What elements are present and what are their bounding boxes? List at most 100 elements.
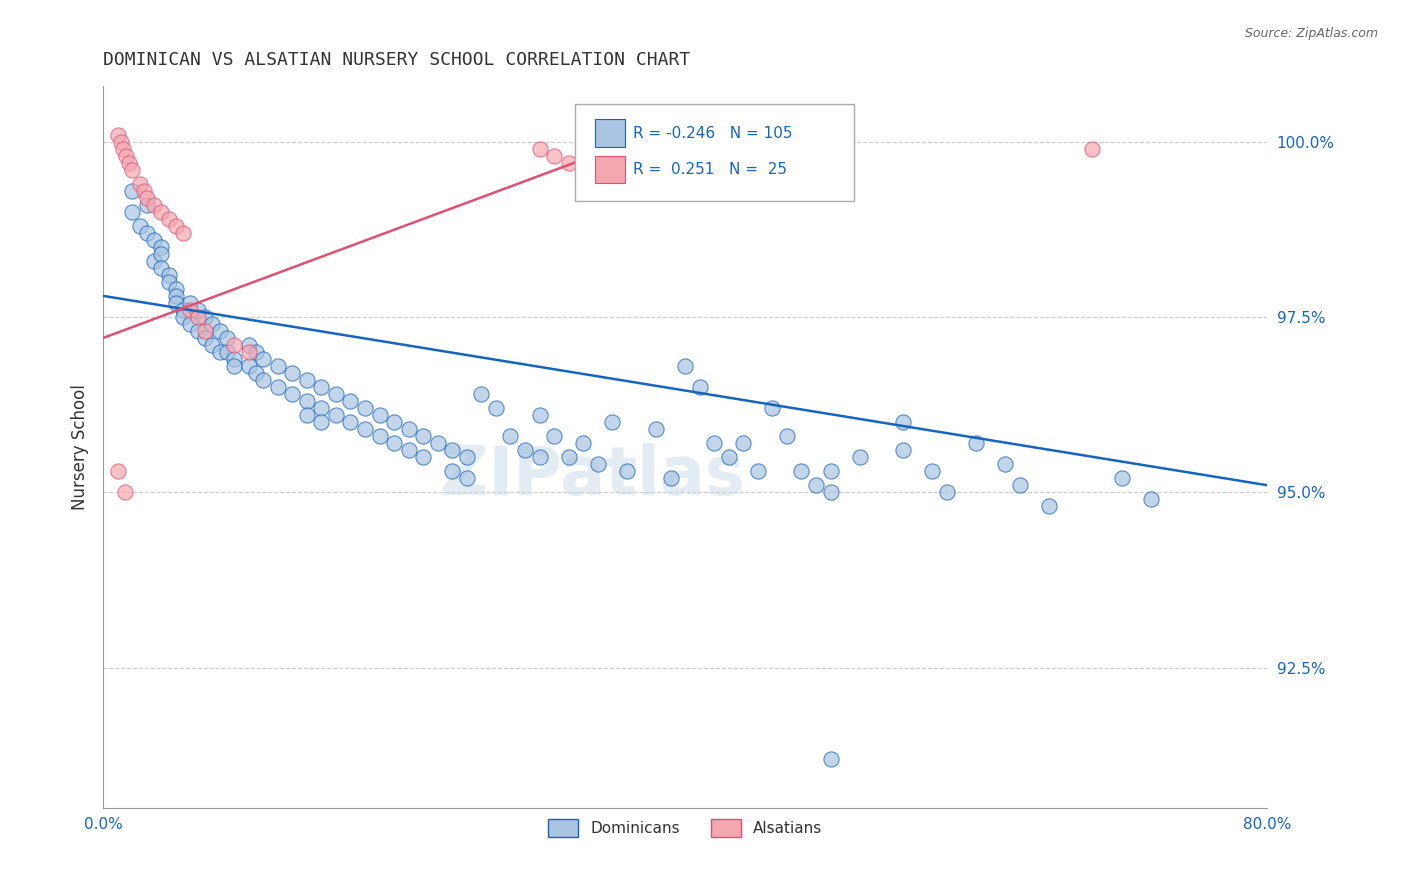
Point (441, 464, 464, 478)
Point (267, 380, 290, 394)
Text: ZIPatlas: ZIPatlas (440, 442, 744, 508)
Point (135, 198, 157, 212)
Point (368, 408, 391, 422)
Point (513, 443, 536, 458)
Point (172, 302, 194, 317)
Text: R =  0.251   N =  25: R = 0.251 N = 25 (633, 161, 787, 177)
Point (128, 177, 150, 191)
Point (921, 464, 943, 478)
Point (616, 464, 638, 478)
Point (1139, 492, 1161, 507)
Point (1081, 142, 1104, 156)
Point (325, 387, 347, 401)
Point (150, 204, 173, 219)
Point (194, 310, 217, 324)
Point (135, 191, 157, 205)
Point (311, 380, 333, 394)
Point (179, 302, 201, 317)
Point (295, 373, 318, 387)
Point (456, 450, 478, 464)
Text: DOMINICAN VS ALSATIAN NURSERY SCHOOL CORRELATION CHART: DOMINICAN VS ALSATIAN NURSERY SCHOOL COR… (103, 51, 690, 69)
Point (368, 429, 391, 443)
Point (187, 324, 209, 338)
Point (121, 184, 143, 198)
Point (820, 752, 842, 766)
Point (848, 450, 870, 464)
Point (382, 436, 405, 450)
FancyBboxPatch shape (596, 155, 624, 183)
Point (143, 253, 166, 268)
Point (157, 268, 180, 282)
Point (215, 345, 238, 359)
Point (602, 415, 624, 429)
Point (281, 387, 304, 401)
Point (245, 366, 267, 380)
Point (157, 275, 180, 289)
Point (165, 219, 187, 233)
Point (470, 387, 492, 401)
Point (747, 464, 769, 478)
Point (112, 142, 135, 156)
Point (150, 247, 173, 261)
Point (165, 296, 187, 310)
Point (441, 443, 464, 458)
Point (107, 464, 129, 478)
Legend: Dominicans, Alsatians: Dominicans, Alsatians (541, 813, 828, 844)
Point (165, 282, 187, 296)
Point (143, 233, 166, 247)
Point (1111, 471, 1133, 485)
Point (543, 148, 565, 162)
Point (398, 443, 420, 458)
Point (1008, 478, 1031, 492)
Point (557, 155, 579, 169)
Point (172, 310, 194, 324)
Point (936, 485, 959, 500)
Point (208, 324, 231, 338)
Point (238, 345, 260, 359)
Point (121, 162, 143, 177)
Point (115, 148, 138, 162)
Point (143, 198, 166, 212)
Point (281, 366, 304, 380)
Point (222, 338, 245, 352)
Point (295, 394, 318, 409)
Point (179, 296, 201, 310)
Point (201, 338, 224, 352)
Point (135, 226, 157, 240)
Point (659, 471, 682, 485)
Point (412, 450, 434, 464)
Point (529, 408, 551, 422)
Point (238, 359, 260, 373)
Point (965, 436, 987, 450)
Point (673, 359, 696, 373)
Point (222, 359, 245, 373)
Point (215, 331, 238, 345)
Point (354, 422, 377, 436)
Point (761, 401, 783, 415)
Point (194, 331, 217, 345)
Point (245, 345, 267, 359)
Point (382, 415, 405, 429)
Point (426, 436, 449, 450)
Point (110, 135, 132, 149)
Point (733, 436, 755, 450)
Point (118, 155, 141, 169)
Point (689, 380, 711, 394)
Point (717, 450, 740, 464)
Point (529, 142, 551, 156)
Point (187, 310, 209, 324)
Point (572, 436, 595, 450)
Point (208, 345, 231, 359)
Point (703, 436, 725, 450)
Point (107, 128, 129, 142)
Point (456, 471, 478, 485)
Point (339, 394, 361, 409)
Point (295, 408, 318, 422)
Point (238, 338, 260, 352)
FancyBboxPatch shape (596, 120, 624, 147)
Point (187, 302, 209, 317)
Point (150, 260, 173, 275)
Point (165, 289, 187, 303)
FancyBboxPatch shape (575, 103, 853, 201)
Point (820, 485, 842, 500)
